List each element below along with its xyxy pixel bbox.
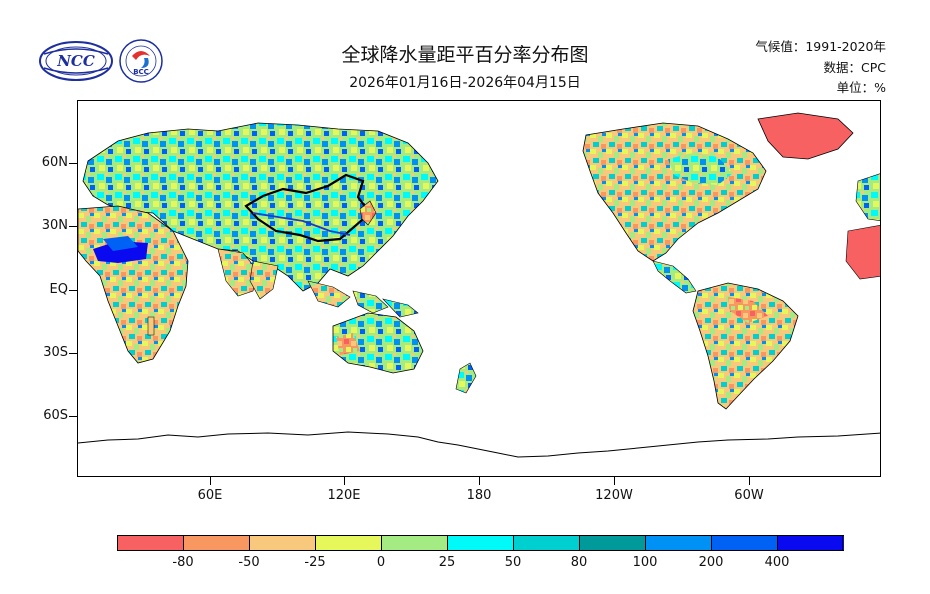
data-source: 数据：CPC [823,57,886,76]
lat-label-30s: 30S [43,345,68,360]
lat-tick [69,163,77,164]
lon-label-120w: 120W [595,488,633,503]
map-title: 全球降水量距平百分率分布图 [341,44,589,66]
colorbar-label: -80 [172,555,194,570]
colorbar-swatch [117,535,184,551]
data-value: CPC [861,60,886,75]
colorbar-label: 50 [504,555,522,570]
lat-label-30n: 30N [41,218,68,233]
colorbar-swatch [777,535,844,551]
colorbar-swatch [579,535,646,551]
lon-tick [479,477,480,485]
lon-tick [210,477,211,485]
colorbar-label: 80 [570,555,588,570]
colorbar-swatch [513,535,580,551]
unit: 单位：% [837,77,886,96]
svg-text:NCC: NCC [56,52,95,70]
ncc-logo: NCC [38,40,114,82]
climate-normal: 气候值：1991-2020年 [755,36,886,55]
lat-tick [69,226,77,227]
colorbar-label: 400 [764,555,790,570]
colorbar-swatch [315,535,382,551]
lon-label-60w: 60W [734,488,764,503]
lat-tick [69,416,77,417]
colorbar-label: 100 [632,555,658,570]
date-range: 2026年01月16日-2026年04月15日 [349,75,581,91]
lon-label-180: 180 [466,488,492,503]
svg-text:BCC: BCC [133,68,149,76]
colorbar-label: 200 [698,555,724,570]
climate-label: 气候值： [755,39,806,54]
lon-tick [749,477,750,485]
colorbar-label: 0 [376,555,386,570]
lat-label-eq: EQ [49,282,68,297]
lon-label-60e: 60E [197,488,223,503]
colorbar-label: 25 [438,555,456,570]
unit-value: % [874,80,886,95]
lat-tick [69,353,77,354]
colorbar-label: -50 [238,555,260,570]
colorbar-label: -25 [304,555,326,570]
climate-value: 1991-2020年 [805,39,886,54]
lon-tick [344,477,345,485]
lon-tick [614,477,615,485]
colorbar-swatch [711,535,778,551]
colorbar-swatch [249,535,316,551]
lat-label-60n: 60N [41,155,68,170]
lat-tick [69,290,77,291]
lat-label-60s: 60S [43,408,68,423]
precipitation-anomaly-map [77,100,881,477]
data-label: 数据： [823,60,861,75]
colorbar-swatch [381,535,448,551]
colorbar-swatch [447,535,514,551]
colorbar-swatch [645,535,712,551]
unit-label: 单位： [836,80,875,95]
bcc-logo: BCC [118,38,164,84]
lon-label-120e: 120E [327,488,361,503]
colorbar-swatch [183,535,250,551]
map-canvas [78,112,880,458]
